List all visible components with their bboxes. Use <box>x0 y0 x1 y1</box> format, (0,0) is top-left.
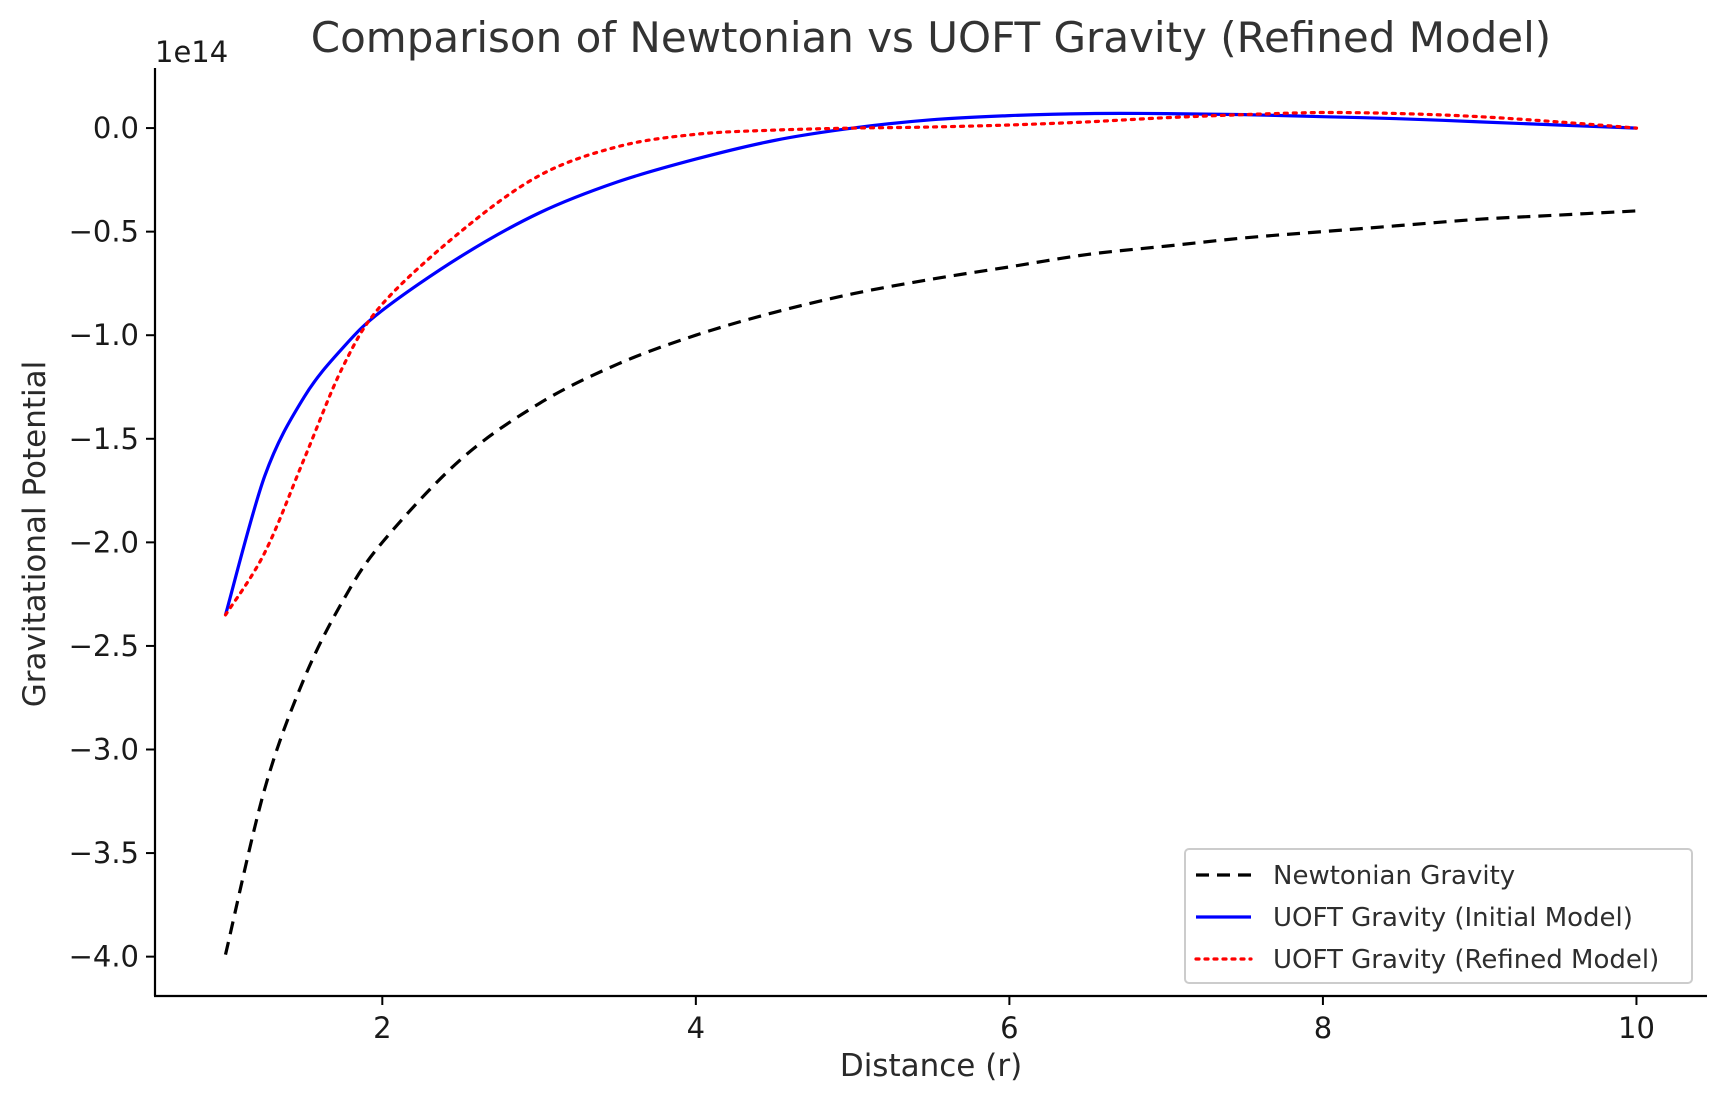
x-tick-label: 6 <box>1000 1011 1018 1045</box>
y-tick-label: −3.0 <box>69 733 139 767</box>
y-offset-label: 1e14 <box>155 35 228 69</box>
y-ticks: 0.0 −0.5 −1.0 −1.5 −2.0 −2.5 −3.0 −3.5 −4.0 <box>69 111 155 974</box>
legend-label: Newtonian Gravity <box>1273 861 1515 891</box>
x-tick-label: 2 <box>373 1011 391 1045</box>
legend-label: UOFT Gravity (Refined Model) <box>1273 945 1659 975</box>
y-tick-label: −3.5 <box>69 836 139 870</box>
y-tick-label: 0.0 <box>93 111 139 145</box>
legend-items: Newtonian Gravity UOFT Gravity (Initial M… <box>1194 861 1659 975</box>
y-tick-label: −4.0 <box>69 940 139 974</box>
y-tick-label: −0.5 <box>69 215 139 249</box>
legend-label: UOFT Gravity (Initial Model) <box>1273 903 1633 933</box>
x-tick-label: 4 <box>687 1011 705 1045</box>
x-tick-label: 10 <box>1618 1011 1655 1045</box>
x-tick-label: 8 <box>1314 1011 1332 1045</box>
x-axis-title: Distance (r) <box>840 1048 1022 1084</box>
series-line-1 <box>223 209 1637 955</box>
y-tick-label: −2.5 <box>69 629 139 663</box>
y-axis-title: Gravitational Potential <box>17 361 53 708</box>
y-tick-label: −2.0 <box>69 525 139 559</box>
x-ticks: 2 4 6 8 10 <box>373 996 1655 1045</box>
series-layer <box>223 110 1639 955</box>
y-tick-label: −1.5 <box>69 422 139 456</box>
series-line-3 <box>223 110 1639 617</box>
plot-area: 2 4 6 8 10 0.0 −0.5 −1.0 −1.5 −2.0 −2.5 −3.0 −3.5 −4… <box>69 68 1707 1045</box>
chart-title: Comparison of Newtonian vs UOFT Gravity … <box>311 13 1551 62</box>
legend: Newtonian Gravity UOFT Gravity (Initial M… <box>1184 848 1693 984</box>
y-tick-label: −1.0 <box>69 318 139 352</box>
legend-frame <box>1184 848 1693 984</box>
series-line-2 <box>223 111 1637 616</box>
